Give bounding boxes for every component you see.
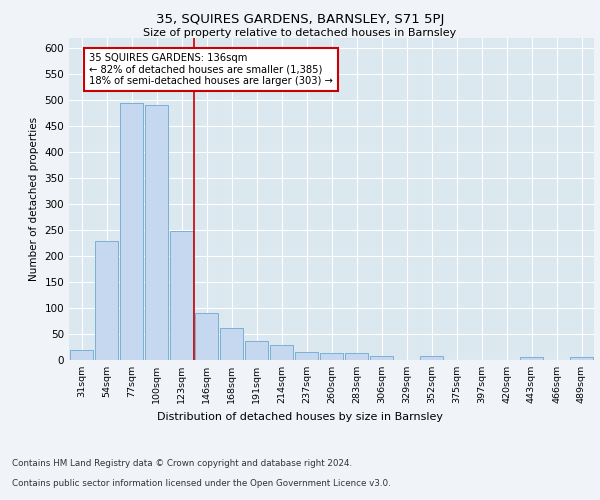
Bar: [170, 231, 193, 360]
Bar: [220, 328, 244, 360]
Bar: [269, 346, 293, 360]
Bar: [419, 356, 443, 360]
Text: Size of property relative to detached houses in Barnsley: Size of property relative to detached ho…: [143, 28, 457, 38]
Bar: [520, 358, 544, 360]
Bar: [245, 341, 268, 360]
Bar: [70, 350, 94, 360]
Text: Contains HM Land Registry data © Crown copyright and database right 2024.: Contains HM Land Registry data © Crown c…: [12, 458, 352, 468]
Bar: [295, 352, 319, 360]
Bar: [569, 358, 593, 360]
Bar: [344, 353, 368, 360]
Bar: [370, 356, 394, 360]
Bar: [194, 313, 218, 360]
Bar: [95, 242, 118, 360]
Text: 35, SQUIRES GARDENS, BARNSLEY, S71 5PJ: 35, SQUIRES GARDENS, BARNSLEY, S71 5PJ: [156, 12, 444, 26]
Text: Contains public sector information licensed under the Open Government Licence v3: Contains public sector information licen…: [12, 478, 391, 488]
Bar: [145, 105, 169, 360]
Text: 35 SQUIRES GARDENS: 136sqm
← 82% of detached houses are smaller (1,385)
18% of s: 35 SQUIRES GARDENS: 136sqm ← 82% of deta…: [89, 53, 333, 86]
Bar: [119, 102, 143, 360]
Bar: [320, 353, 343, 360]
Y-axis label: Number of detached properties: Number of detached properties: [29, 116, 39, 281]
Text: Distribution of detached houses by size in Barnsley: Distribution of detached houses by size …: [157, 412, 443, 422]
